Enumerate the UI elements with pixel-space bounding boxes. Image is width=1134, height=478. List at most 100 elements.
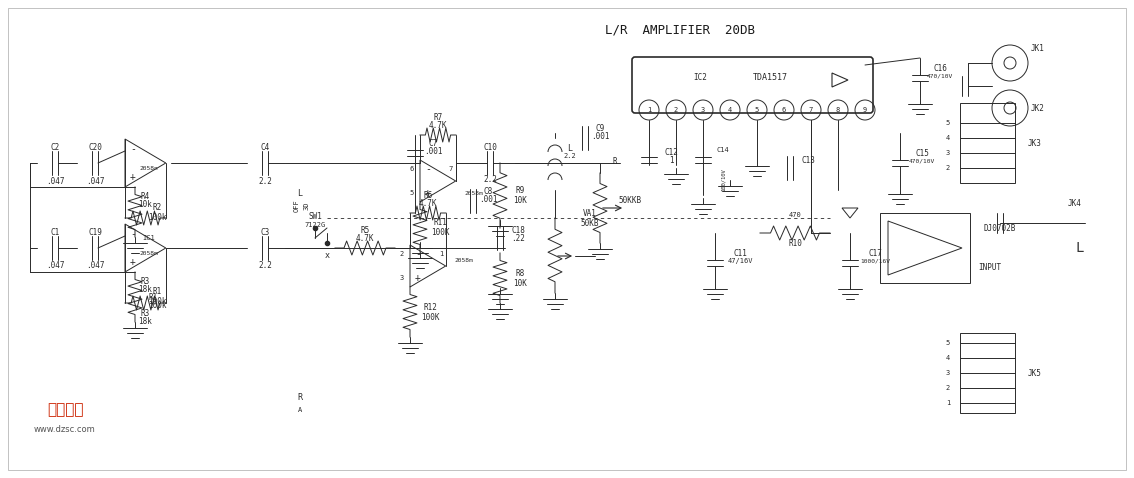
Text: 4.7K: 4.7K: [429, 120, 447, 130]
Text: JK3: JK3: [1029, 139, 1042, 148]
Text: C7: C7: [429, 139, 438, 148]
Text: C2: C2: [50, 142, 60, 152]
Text: 1: 1: [669, 155, 674, 164]
Text: JK1: JK1: [1031, 43, 1044, 53]
Text: R10: R10: [788, 239, 802, 248]
Text: C1: C1: [50, 228, 60, 237]
Text: R7: R7: [433, 112, 442, 121]
Text: C15: C15: [915, 149, 929, 157]
Text: -: -: [130, 229, 136, 239]
Text: R2: R2: [152, 203, 162, 211]
Text: C17: C17: [868, 249, 882, 258]
Text: C3: C3: [261, 228, 270, 237]
Text: 2: 2: [674, 107, 678, 113]
Text: 3: 3: [946, 150, 950, 156]
Text: JK2: JK2: [1031, 104, 1044, 112]
Text: R3: R3: [141, 276, 150, 285]
Text: 3: 3: [400, 275, 404, 281]
Text: 2058m: 2058m: [139, 250, 159, 256]
Text: -: -: [425, 164, 431, 174]
Text: C12: C12: [665, 148, 678, 156]
Text: -: -: [130, 144, 136, 154]
Text: 100k: 100k: [147, 301, 167, 309]
Text: JK4: JK4: [1068, 198, 1082, 207]
Text: 2.2: 2.2: [564, 153, 576, 159]
Text: 50KB: 50KB: [581, 218, 599, 228]
Text: C16: C16: [933, 64, 947, 73]
Bar: [960, 333, 1015, 413]
Text: DJ0702B: DJ0702B: [984, 224, 1016, 232]
Text: +: +: [415, 273, 421, 283]
Text: 470: 470: [788, 212, 802, 218]
Text: 1: 1: [439, 251, 443, 257]
Text: L: L: [567, 143, 573, 152]
Text: 3: 3: [946, 370, 950, 376]
Text: JK5: JK5: [1029, 369, 1042, 378]
Text: 7: 7: [809, 107, 813, 113]
Text: 5: 5: [409, 190, 414, 196]
Text: 470/10V: 470/10V: [908, 159, 936, 163]
Text: 5: 5: [946, 340, 950, 346]
Text: 5: 5: [946, 120, 950, 126]
Text: 4: 4: [946, 355, 950, 361]
Text: .001: .001: [424, 146, 442, 155]
Text: 18k: 18k: [138, 284, 152, 293]
Text: R8: R8: [515, 269, 525, 278]
Text: 6: 6: [409, 166, 414, 172]
Text: 3: 3: [701, 107, 705, 113]
Text: IC2: IC2: [693, 73, 706, 82]
Text: 3D: 3D: [304, 202, 310, 210]
Text: R11: R11: [433, 217, 447, 227]
Text: 4.7K: 4.7K: [418, 198, 438, 207]
Text: 50KKB: 50KKB: [618, 196, 642, 205]
Text: TDA1517: TDA1517: [753, 73, 787, 82]
Text: 2: 2: [946, 385, 950, 391]
Text: 2.2: 2.2: [259, 176, 272, 185]
Text: 7122G: 7122G: [304, 222, 325, 228]
Text: 维库一下: 维库一下: [46, 402, 83, 417]
Text: 1: 1: [646, 107, 651, 113]
Text: VA1: VA1: [583, 208, 596, 217]
Text: 5: 5: [755, 107, 759, 113]
Text: IC1: IC1: [143, 235, 155, 241]
Text: .22: .22: [511, 233, 525, 242]
Text: 2.2: 2.2: [259, 261, 272, 271]
Text: C10: C10: [483, 142, 497, 152]
Text: 1000/16V: 1000/16V: [860, 259, 890, 263]
Text: 100k: 100k: [147, 213, 167, 221]
Bar: [880, 213, 970, 283]
Text: R3: R3: [141, 308, 150, 317]
Bar: [960, 103, 1015, 183]
Text: 4.7K: 4.7K: [356, 233, 374, 242]
Text: .047: .047: [45, 261, 65, 271]
Text: L: L: [297, 188, 303, 197]
Text: C20: C20: [88, 142, 102, 152]
Text: 1: 1: [946, 400, 950, 406]
Text: x: x: [324, 251, 330, 261]
Text: C14: C14: [717, 147, 729, 153]
Text: -: -: [415, 249, 421, 259]
Text: C13: C13: [801, 155, 815, 164]
Text: R1: R1: [149, 293, 158, 302]
Text: 8: 8: [836, 107, 840, 113]
Text: www.dzsc.com: www.dzsc.com: [34, 425, 96, 435]
Text: .047: .047: [86, 261, 104, 271]
Text: C11: C11: [733, 249, 747, 258]
Text: R: R: [297, 393, 303, 402]
Text: R: R: [612, 156, 617, 165]
Text: +: +: [130, 172, 136, 182]
Text: R4: R4: [141, 192, 150, 200]
Text: 2: 2: [946, 165, 950, 171]
Text: R12: R12: [423, 303, 437, 312]
Text: C18: C18: [511, 226, 525, 235]
Text: OFF: OFF: [294, 200, 301, 212]
Text: +: +: [425, 188, 431, 198]
Text: A: A: [298, 407, 302, 413]
Text: 100/10V: 100/10V: [720, 169, 726, 191]
Text: 6: 6: [781, 107, 786, 113]
Text: 2058n: 2058n: [139, 165, 159, 171]
Text: 4: 4: [728, 107, 733, 113]
Text: 470/10V: 470/10V: [926, 74, 953, 78]
Text: 9: 9: [863, 107, 868, 113]
Text: 100K: 100K: [431, 228, 449, 237]
